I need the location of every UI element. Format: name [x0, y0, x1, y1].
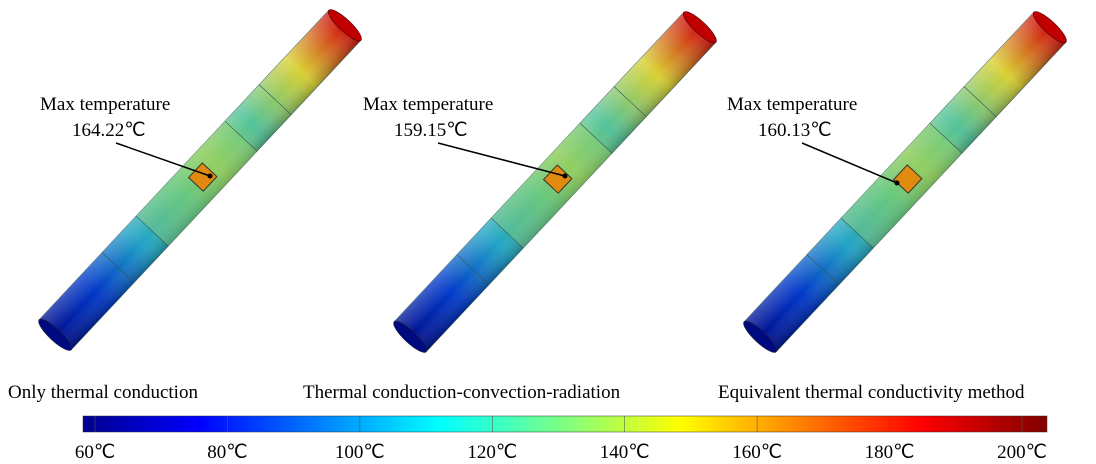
max-value: 160.13℃ [758, 120, 832, 141]
colorbar-tick-label: 200℃ [997, 442, 1047, 463]
annotation: Max temperature [363, 94, 493, 115]
caption: Only thermal conduction [8, 382, 198, 403]
caption: Equivalent thermal conductivity method [718, 382, 1025, 403]
max-value: 164.22℃ [72, 120, 146, 141]
annotation: Max temperature [727, 94, 857, 115]
annotation: Max temperature [40, 94, 170, 115]
colorbar-tick-label: 180℃ [865, 442, 915, 463]
colorbar-tick-label: 100℃ [335, 442, 385, 463]
rod [390, 8, 720, 356]
figure: Max temperature 164.22℃ Only thermal condu… [0, 0, 1096, 464]
max-value: 159.15℃ [394, 120, 468, 141]
rod [740, 8, 1070, 356]
leader-dot [895, 181, 900, 186]
colorbar-tick-label: 140℃ [600, 442, 650, 463]
leader-line [802, 143, 897, 183]
caption: Thermal conduction-convection-radiation [303, 382, 621, 403]
colorbar-tick-label: 60℃ [75, 442, 115, 463]
colorbar-tick-label: 120℃ [467, 442, 517, 463]
leader-dot [208, 174, 213, 179]
colorbar-tick-label: 160℃ [732, 442, 782, 463]
colorbar-tick-label: 80℃ [207, 442, 247, 463]
leader-dot [563, 174, 568, 179]
panels: Max temperature 164.22℃ Only thermal condu… [8, 6, 1070, 403]
rod [35, 6, 365, 354]
